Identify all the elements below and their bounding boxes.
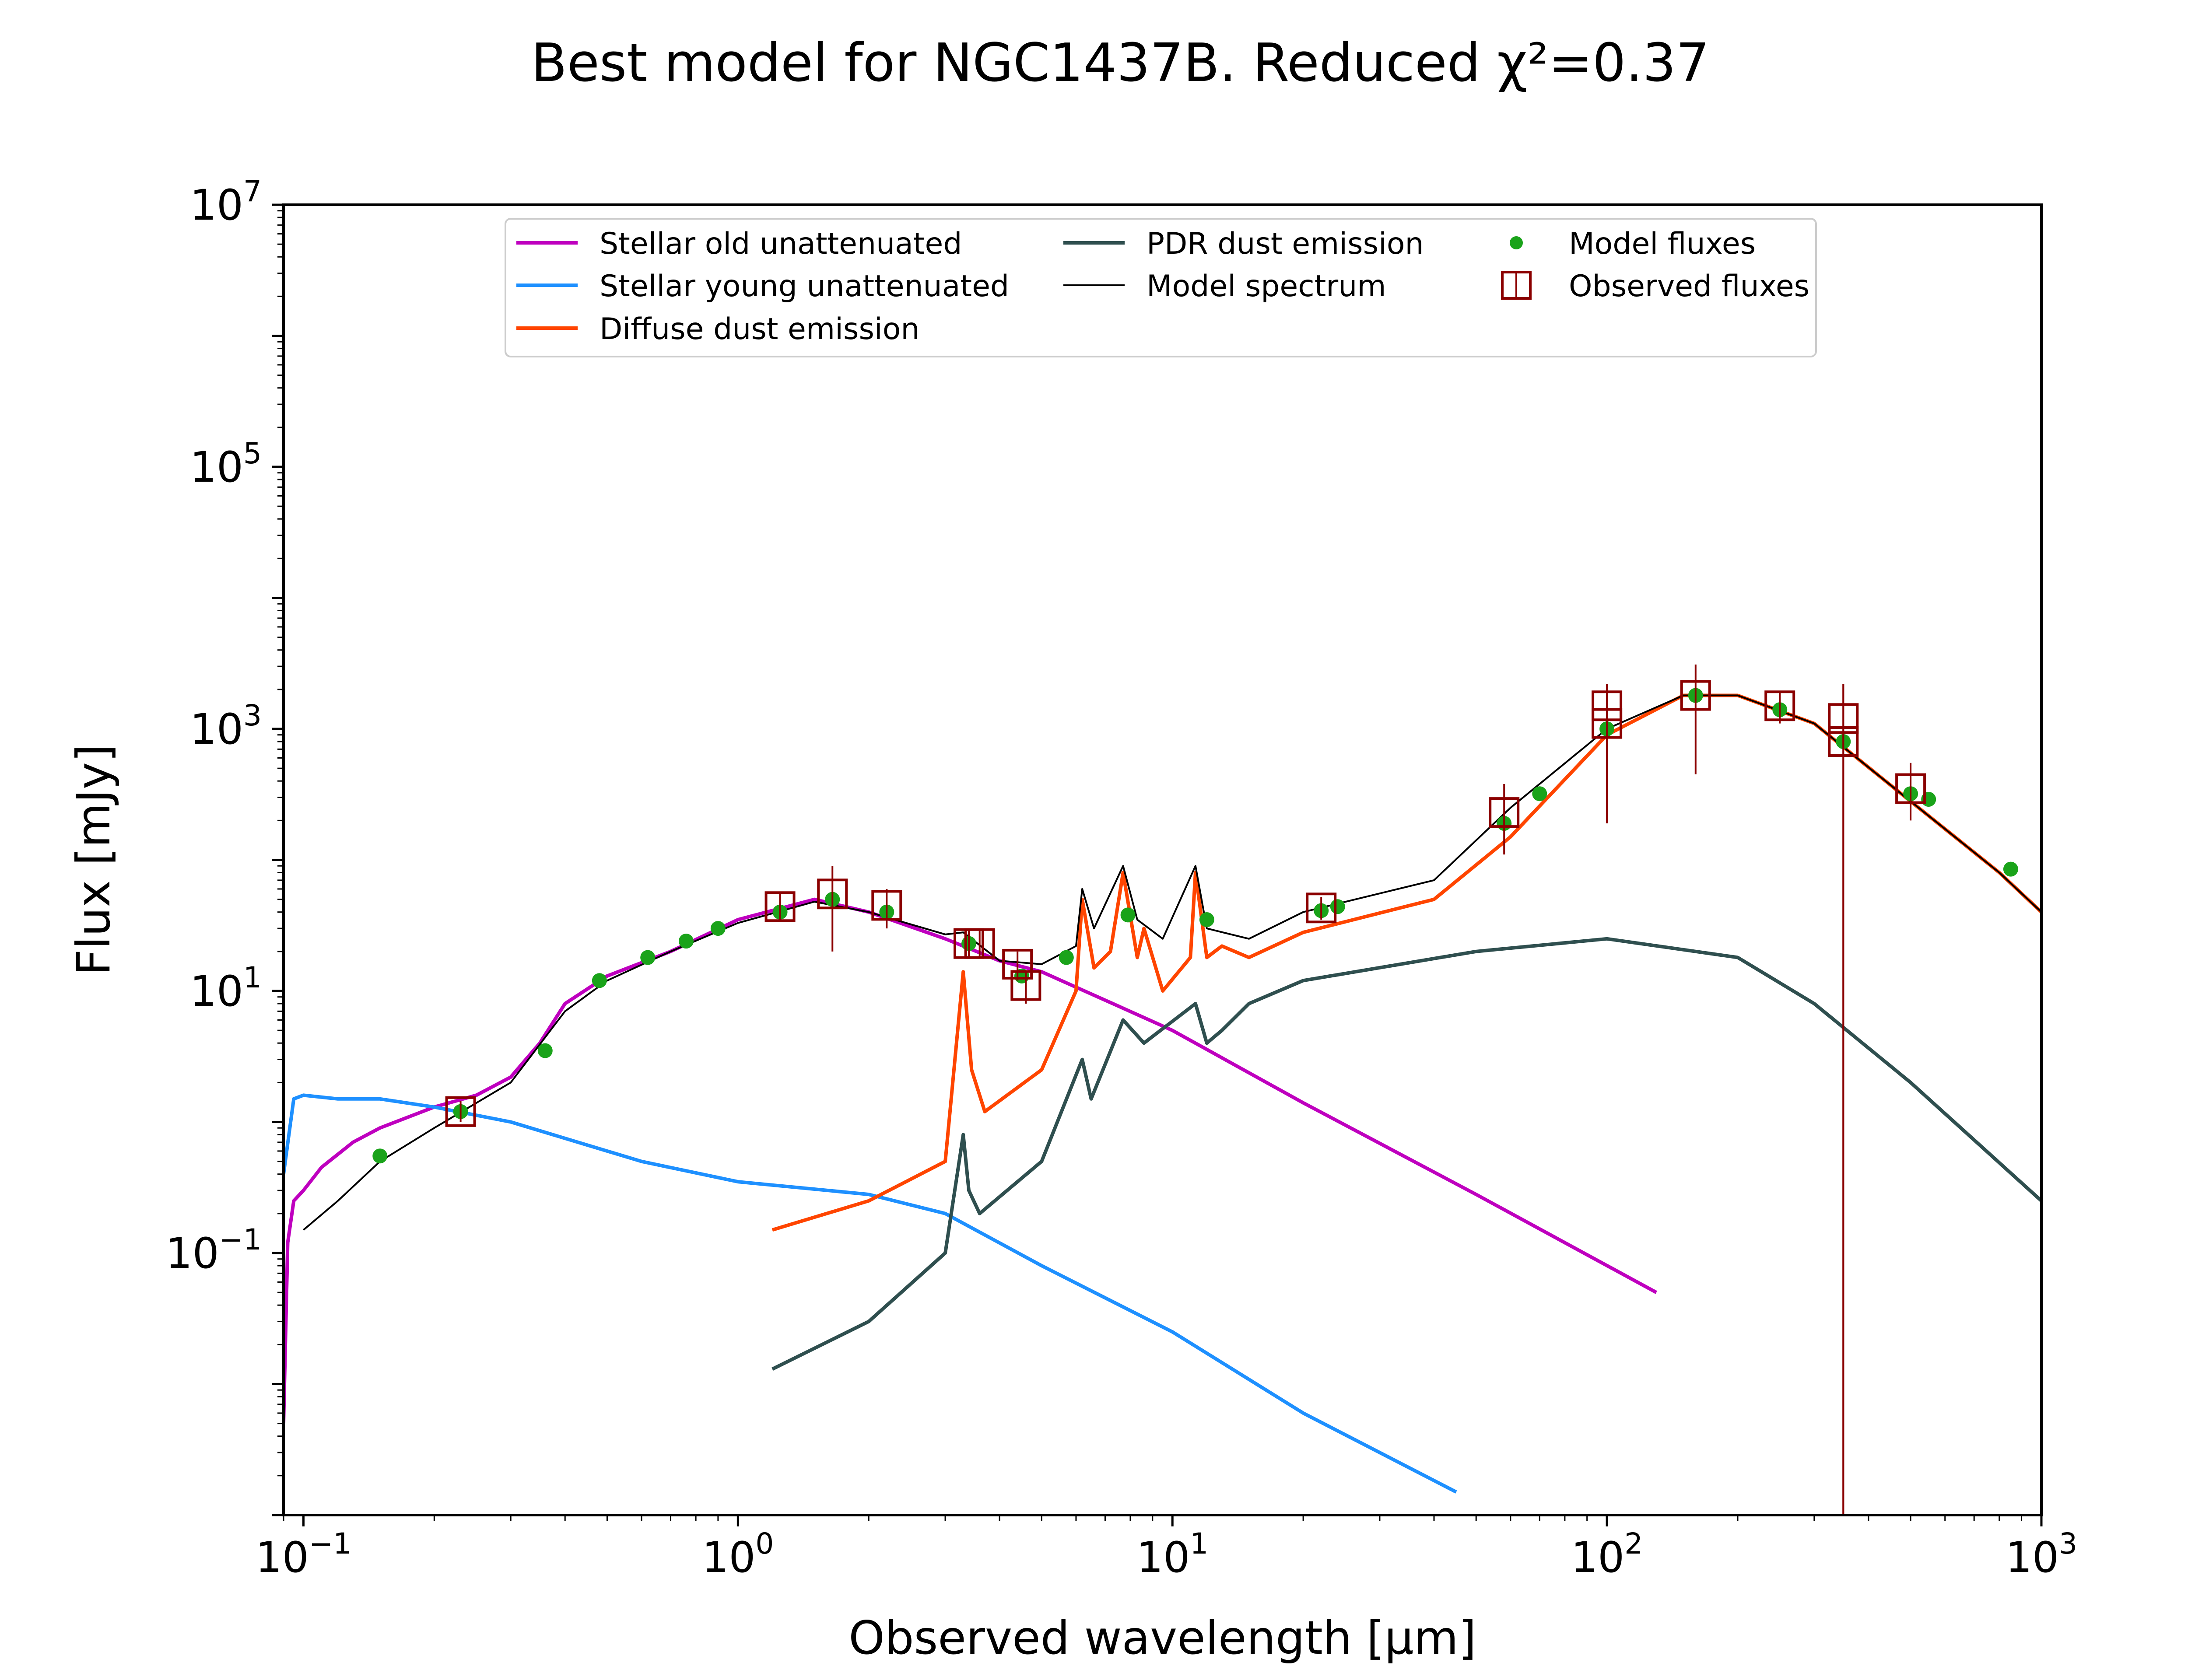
model-flux-point bbox=[372, 1148, 388, 1164]
legend-item-stellar-old-unattenuated: Stellar old unattenuated bbox=[516, 227, 962, 261]
x-tick-label: 103 bbox=[2006, 1527, 2077, 1582]
legend-label: Stellar old unattenuated bbox=[600, 227, 962, 261]
observed-flux-marker bbox=[817, 878, 848, 910]
legend-item-model-fluxes: Model fluxes bbox=[1510, 227, 1756, 261]
x-tick-label: 101 bbox=[1136, 1527, 1208, 1582]
legend-swatch bbox=[1501, 271, 1532, 300]
pdr-dust-emission-line bbox=[771, 937, 2041, 1371]
series-layer bbox=[284, 664, 2041, 1515]
legend-item-model-spectrum: Model spectrum bbox=[1063, 269, 1386, 304]
model-flux-point bbox=[1199, 912, 1214, 928]
model-flux-point bbox=[1120, 907, 1136, 923]
legend-label: Diffuse dust emission bbox=[600, 312, 919, 346]
model-flux-point bbox=[710, 921, 726, 936]
model-spectrum-line bbox=[303, 694, 2041, 1231]
model-flux-point bbox=[537, 1043, 553, 1058]
observed-flux-marker bbox=[964, 928, 995, 959]
observed-flux-marker bbox=[1002, 948, 1033, 980]
observed-flux-marker bbox=[1592, 690, 1623, 721]
chart-title: Best model for NGC1437B. Reduced χ²=0.37 bbox=[531, 33, 1710, 94]
legend-label: PDR dust emission bbox=[1147, 227, 1424, 261]
x-tick-label: 102 bbox=[1571, 1527, 1643, 1582]
model-flux-point bbox=[1059, 950, 1074, 965]
x-tick-label: 10−1 bbox=[256, 1527, 351, 1582]
legend-swatch bbox=[1510, 236, 1523, 249]
observed-flux-marker bbox=[1680, 680, 1711, 711]
observed-fluxes-points bbox=[445, 664, 1926, 1515]
observed-flux-marker bbox=[1764, 690, 1795, 721]
model-flux-point bbox=[1532, 786, 1547, 802]
y-tick-label: 105 bbox=[190, 437, 262, 492]
stellar-young-unattenuated-line bbox=[284, 1093, 1457, 1494]
x-tick-label: 100 bbox=[702, 1527, 774, 1582]
y-axis-ticks: 10−1 101 103 105 107 bbox=[166, 175, 284, 1516]
model-flux-point bbox=[2003, 861, 2018, 877]
y-tick-label: 107 bbox=[190, 175, 262, 230]
observed-flux-marker bbox=[764, 891, 796, 922]
observed-flux-marker bbox=[1010, 970, 1041, 1001]
observed-flux-marker bbox=[1828, 703, 1859, 734]
observed-flux-marker bbox=[1489, 797, 1520, 828]
y-axis-label: Flux [mJy] bbox=[67, 744, 120, 976]
legend-item-diffuse-dust-emission: Diffuse dust emission bbox=[516, 312, 919, 346]
stellar-old-unattenuated-line bbox=[284, 897, 1658, 1424]
observed-flux-marker bbox=[1306, 892, 1337, 924]
legend-item-observed-fluxes: Observed fluxes bbox=[1501, 269, 1809, 304]
plot-area-frame bbox=[282, 203, 2043, 1516]
legend-box bbox=[505, 218, 1817, 357]
x-axis-ticks: 10−1 100 101 102 103 bbox=[256, 1515, 2077, 1582]
y-tick-label: 103 bbox=[190, 699, 262, 754]
chart-legend: Stellar old unattenuated Stellar young un… bbox=[505, 218, 1817, 357]
legend-label: Stellar young unattenuated bbox=[600, 269, 1009, 304]
model-flux-point bbox=[640, 950, 656, 965]
model-flux-point bbox=[678, 934, 694, 949]
legend-item-stellar-young-unattenuated: Stellar young unattenuated bbox=[516, 269, 1009, 304]
observed-flux-marker bbox=[445, 1096, 476, 1127]
legend-label: Model fluxes bbox=[1569, 227, 1756, 261]
legend-label: Observed fluxes bbox=[1569, 269, 1809, 304]
model-flux-point bbox=[592, 973, 607, 988]
model-fluxes-points bbox=[372, 688, 2018, 1164]
model-flux-point bbox=[1330, 899, 1345, 914]
y-tick-label: 10−1 bbox=[166, 1223, 262, 1278]
x-axis-label: Observed wavelength [μm] bbox=[849, 1611, 1476, 1665]
y-tick-label: 101 bbox=[190, 961, 262, 1016]
legend-label: Model spectrum bbox=[1147, 269, 1386, 304]
observed-flux-marker bbox=[871, 890, 902, 921]
observed-flux-marker bbox=[1895, 773, 1926, 804]
legend-item-pdr-dust-emission: PDR dust emission bbox=[1063, 227, 1424, 261]
